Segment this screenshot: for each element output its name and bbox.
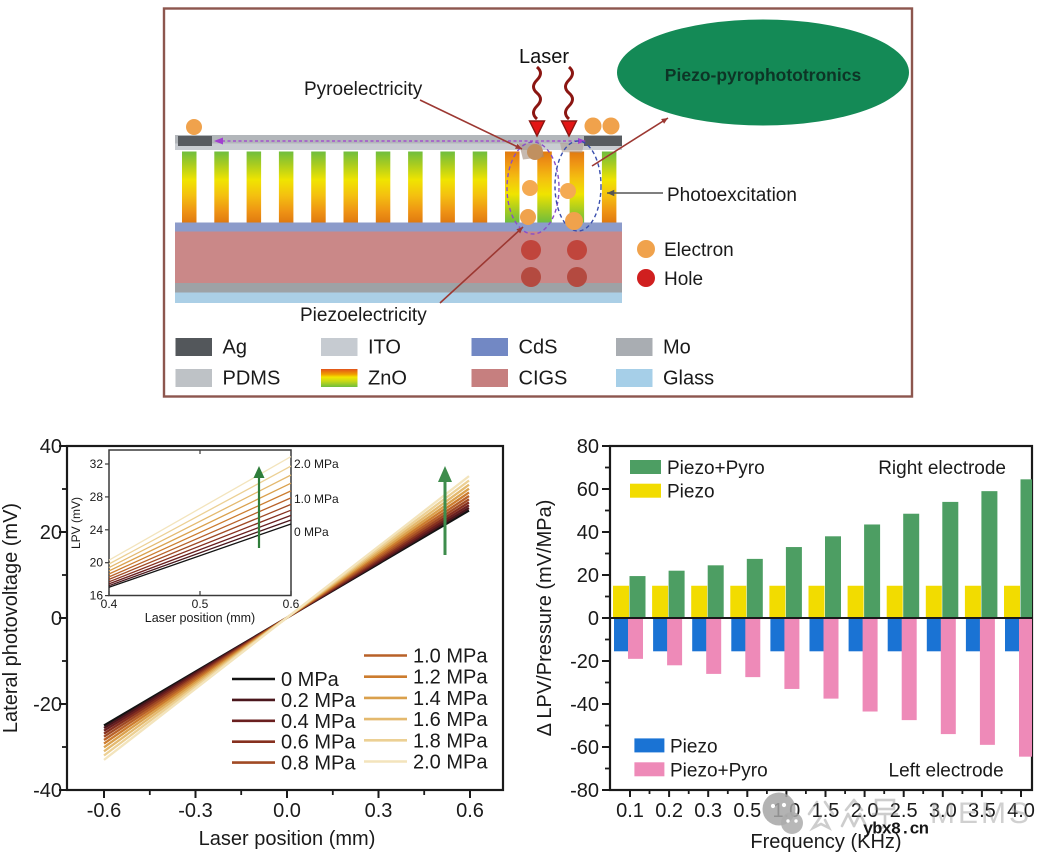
svg-text:2.5: 2.5	[890, 800, 918, 822]
svg-text:Left electrode: Left electrode	[889, 760, 1004, 781]
svg-text:20: 20	[577, 565, 599, 587]
svg-text:28: 28	[90, 490, 104, 504]
svg-text:Piezo-pyrophototronics: Piezo-pyrophototronics	[665, 65, 862, 85]
svg-text:ITO: ITO	[368, 337, 401, 359]
svg-text:1.5: 1.5	[812, 800, 840, 822]
svg-text:LPV (mV): LPV (mV)	[69, 497, 83, 549]
svg-text:1.2 MPa: 1.2 MPa	[413, 667, 488, 689]
svg-text:Δ LPV/Pressure (mV/MPa): Δ LPV/Pressure (mV/MPa)	[534, 500, 556, 737]
svg-text:ZnO: ZnO	[368, 368, 407, 390]
svg-text:24: 24	[90, 523, 104, 537]
svg-text:Photoexcitation: Photoexcitation	[667, 185, 797, 206]
svg-text:Piezo: Piezo	[667, 482, 715, 503]
svg-text:Mo: Mo	[663, 337, 691, 359]
svg-text:Piezo: Piezo	[670, 736, 718, 757]
svg-text:0.2: 0.2	[655, 800, 683, 822]
svg-text:1.4 MPa: 1.4 MPa	[413, 688, 488, 710]
svg-text:-20: -20	[570, 651, 599, 673]
svg-text:0.6: 0.6	[456, 800, 484, 822]
svg-text:CIGS: CIGS	[519, 368, 568, 390]
svg-text:20: 20	[90, 556, 104, 570]
svg-text:-80: -80	[570, 780, 599, 802]
svg-text:Ag: Ag	[223, 337, 247, 359]
svg-text:-40: -40	[33, 780, 62, 802]
svg-text:0.5: 0.5	[192, 597, 209, 611]
svg-text:-60: -60	[570, 737, 599, 759]
svg-text:PDMS: PDMS	[223, 368, 281, 390]
svg-text:-40: -40	[570, 694, 599, 716]
svg-text:Piezoelectricity: Piezoelectricity	[300, 305, 427, 326]
svg-text:Glass: Glass	[663, 368, 714, 390]
svg-text:Pyroelectricity: Pyroelectricity	[304, 79, 423, 100]
svg-text:20: 20	[40, 522, 62, 544]
svg-text:0 MPa: 0 MPa	[281, 669, 340, 691]
svg-text:0.0: 0.0	[273, 800, 301, 822]
svg-text:Right electrode: Right electrode	[878, 458, 1006, 479]
svg-text:Laser: Laser	[519, 46, 569, 68]
svg-text:4.0: 4.0	[1007, 800, 1035, 822]
svg-text:1.0 MPa: 1.0 MPa	[413, 646, 488, 668]
svg-text:3.5: 3.5	[968, 800, 996, 822]
svg-text:Piezo+Pyro: Piezo+Pyro	[670, 760, 768, 781]
svg-text:CdS: CdS	[519, 337, 558, 359]
svg-text:ybx8.cn: ybx8.cn	[863, 821, 929, 840]
svg-text:0.6 MPa: 0.6 MPa	[281, 732, 356, 754]
svg-text:40: 40	[577, 522, 599, 544]
svg-text:1.0 MPa: 1.0 MPa	[294, 492, 339, 506]
svg-text:Laser position (mm): Laser position (mm)	[199, 828, 376, 850]
svg-text:16: 16	[90, 589, 104, 603]
svg-text:0 MPa: 0 MPa	[294, 525, 329, 539]
svg-text:0.4 MPa: 0.4 MPa	[281, 711, 356, 733]
svg-text:80: 80	[577, 436, 599, 458]
svg-text:2.0 MPa: 2.0 MPa	[294, 457, 339, 471]
svg-text:3.0: 3.0	[929, 800, 957, 822]
svg-text:40: 40	[40, 436, 62, 458]
svg-text:1.6 MPa: 1.6 MPa	[413, 709, 488, 731]
svg-text:60: 60	[577, 479, 599, 501]
svg-text:0.4: 0.4	[101, 597, 118, 611]
svg-text:0.3: 0.3	[694, 800, 722, 822]
svg-text:Laser position (mm): Laser position (mm)	[145, 611, 255, 625]
svg-text:-0.6: -0.6	[87, 800, 121, 822]
svg-text:0: 0	[51, 608, 62, 630]
svg-text:Lateral photovoltage (mV): Lateral photovoltage (mV)	[0, 503, 22, 733]
svg-text:0.2 MPa: 0.2 MPa	[281, 690, 356, 712]
svg-text:Electron: Electron	[664, 240, 734, 261]
svg-text:2.0: 2.0	[851, 800, 879, 822]
svg-text:MEMS: MEMS	[930, 797, 1032, 830]
svg-text:0.5: 0.5	[733, 800, 761, 822]
svg-text:-0.3: -0.3	[178, 800, 212, 822]
svg-text:Piezo+Pyro: Piezo+Pyro	[667, 458, 765, 479]
svg-text:0.1: 0.1	[616, 800, 644, 822]
svg-text:-20: -20	[33, 694, 62, 716]
svg-text:2.0 MPa: 2.0 MPa	[413, 752, 488, 774]
svg-text:1.8 MPa: 1.8 MPa	[413, 730, 488, 752]
svg-text:0.3: 0.3	[365, 800, 393, 822]
svg-text:32: 32	[90, 457, 104, 471]
svg-text:0.8 MPa: 0.8 MPa	[281, 753, 356, 775]
svg-text:Frequency (KHz): Frequency (KHz)	[750, 831, 901, 853]
svg-text:0: 0	[588, 608, 599, 630]
svg-text:Hole: Hole	[664, 269, 703, 290]
svg-text:0.6: 0.6	[283, 597, 300, 611]
